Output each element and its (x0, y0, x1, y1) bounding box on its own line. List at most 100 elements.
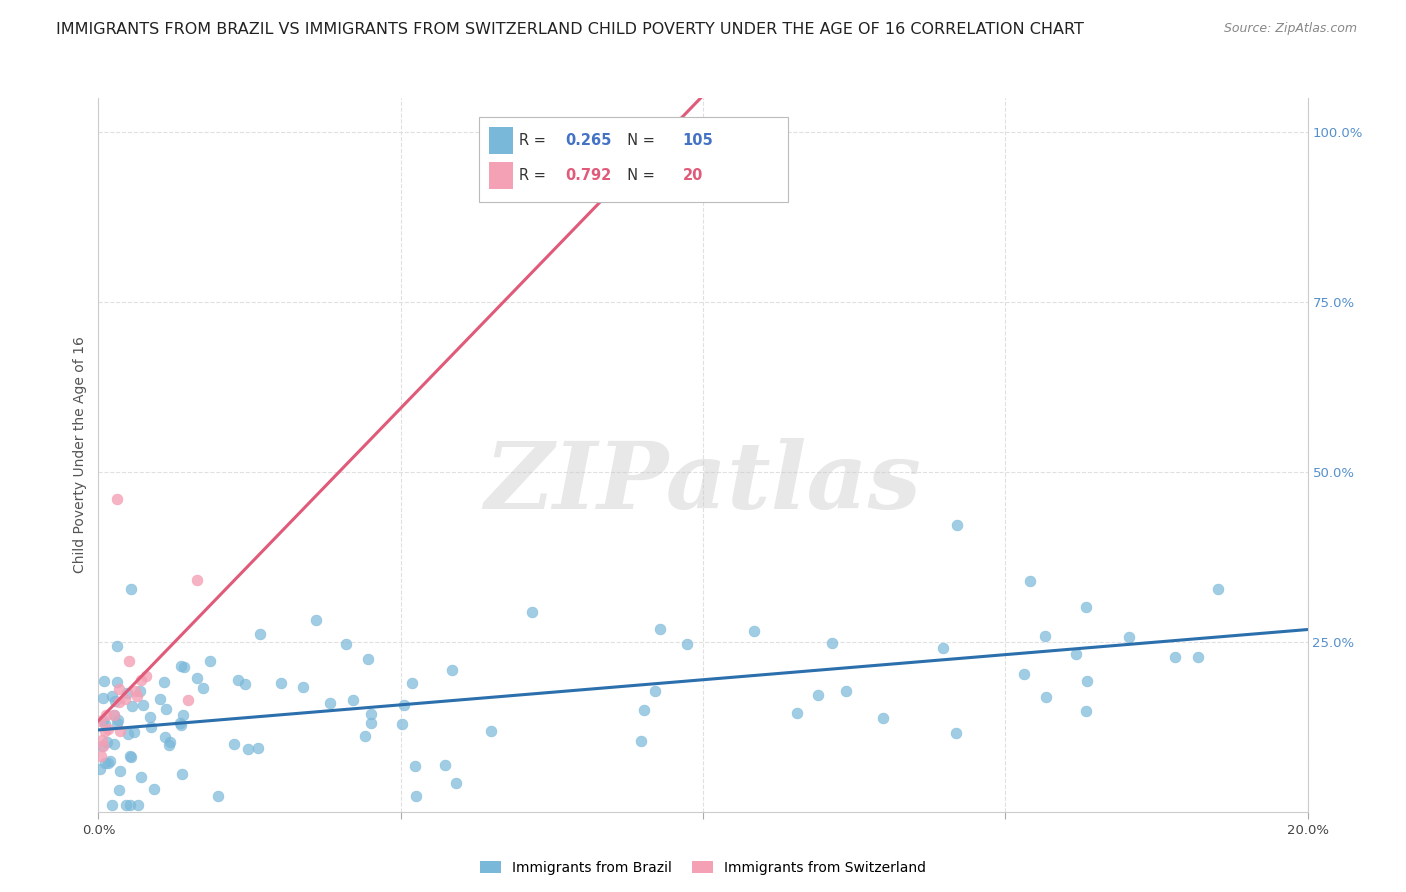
Legend: Immigrants from Brazil, Immigrants from Switzerland: Immigrants from Brazil, Immigrants from … (474, 855, 932, 880)
Point (186, 573, 208, 587)
Point (138, 710, 160, 724)
Point (132, 698, 155, 712)
Point (128, 683, 150, 698)
Point (401, 675, 423, 690)
Point (247, 741, 270, 756)
Point (169, 716, 191, 731)
Point (96, 735, 118, 749)
Point (186, 672, 208, 686)
Point (107, 713, 129, 727)
Point (441, 663, 464, 677)
Point (94, 708, 117, 723)
Point (153, 730, 176, 744)
Point (1035, 629, 1057, 643)
Point (93, 674, 115, 689)
Text: 20: 20 (682, 168, 703, 183)
Text: N =: N = (619, 133, 659, 148)
Point (149, 692, 172, 706)
Point (1118, 630, 1140, 644)
Point (107, 783, 129, 797)
Point (644, 684, 666, 698)
Point (226, 673, 249, 688)
Text: R =: R = (519, 133, 551, 148)
Point (318, 697, 340, 711)
Point (835, 683, 858, 698)
Point (120, 582, 142, 596)
Point (101, 689, 124, 703)
Point (101, 797, 124, 812)
FancyBboxPatch shape (489, 161, 513, 189)
Point (105, 716, 128, 731)
Point (360, 707, 382, 722)
Point (91, 691, 114, 706)
Point (129, 770, 152, 784)
Point (118, 797, 141, 812)
Point (104, 694, 127, 708)
Point (105, 640, 128, 654)
Point (89, 762, 111, 776)
Point (391, 717, 413, 731)
Point (1187, 649, 1209, 664)
Point (433, 758, 456, 772)
Point (91, 739, 114, 753)
Point (945, 726, 967, 740)
Point (1019, 574, 1042, 588)
Text: R =: R = (519, 168, 551, 183)
Point (89, 714, 111, 729)
Text: IMMIGRANTS FROM BRAZIL VS IMMIGRANTS FROM SWITZERLAND CHILD POVERTY UNDER THE AG: IMMIGRANTS FROM BRAZIL VS IMMIGRANTS FRO… (56, 22, 1084, 37)
Point (107, 695, 129, 709)
Point (191, 681, 214, 695)
Point (222, 737, 245, 751)
Point (108, 724, 131, 739)
Point (1164, 650, 1187, 665)
Point (342, 693, 364, 707)
Point (405, 789, 427, 804)
Point (124, 684, 146, 698)
Point (93, 717, 115, 731)
Point (117, 727, 139, 741)
Point (1035, 690, 1057, 704)
Point (946, 517, 969, 532)
Point (105, 674, 128, 689)
Point (127, 689, 149, 703)
Point (135, 669, 157, 683)
Point (742, 624, 765, 638)
Point (404, 759, 426, 773)
Point (444, 775, 467, 789)
Point (120, 750, 142, 764)
Text: 0.792: 0.792 (565, 168, 612, 183)
Point (786, 706, 808, 720)
Point (97, 722, 120, 736)
Point (114, 691, 136, 706)
Point (90, 749, 112, 764)
Point (91, 713, 114, 727)
Point (357, 652, 380, 666)
Point (173, 660, 195, 674)
Point (127, 797, 149, 812)
Point (335, 637, 357, 651)
Text: ZIPatlas: ZIPatlas (485, 439, 921, 528)
Text: 105: 105 (682, 133, 713, 148)
Point (238, 742, 260, 756)
Point (630, 734, 652, 748)
Point (650, 622, 672, 636)
Point (177, 693, 200, 707)
Point (305, 613, 328, 627)
Point (115, 686, 138, 700)
Point (103, 737, 125, 751)
Point (1076, 704, 1098, 718)
Point (97, 756, 120, 770)
Point (360, 716, 382, 731)
Point (153, 675, 176, 690)
Point (142, 781, 165, 796)
FancyBboxPatch shape (489, 127, 513, 153)
Point (93, 723, 115, 738)
Point (155, 702, 177, 716)
Text: Source: ZipAtlas.com: Source: ZipAtlas.com (1223, 22, 1357, 36)
Point (872, 711, 894, 725)
Point (821, 636, 844, 650)
Point (1206, 582, 1229, 597)
Point (118, 749, 141, 764)
Point (91, 732, 114, 747)
Point (90, 739, 112, 754)
